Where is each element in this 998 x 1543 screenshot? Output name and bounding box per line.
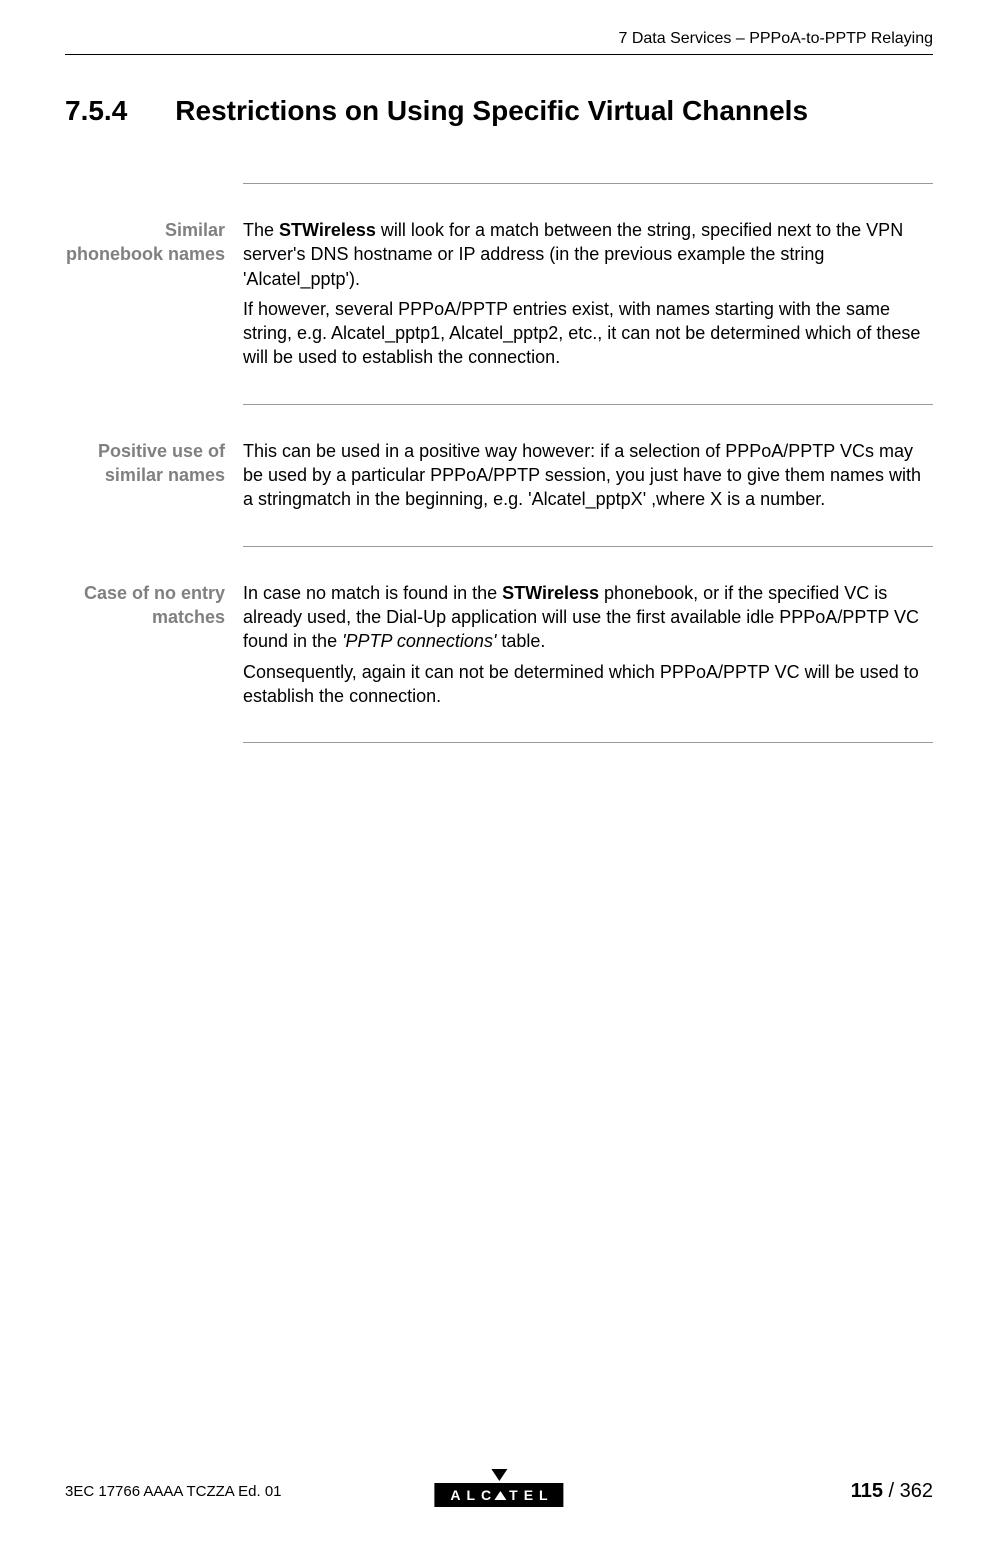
text-run: 'PPTP connections' xyxy=(342,631,496,651)
page-footer: 3EC 17766 AAAA TCZZA Ed. 01 ALC TEL 115 /… xyxy=(65,1480,933,1503)
text-run: STWireless xyxy=(502,583,599,603)
section-rule xyxy=(243,546,933,547)
section-rule xyxy=(243,183,933,184)
block-body: In case no match is found in the STWirel… xyxy=(243,581,933,708)
text-run: The xyxy=(243,220,279,240)
section-title: Restrictions on Using Specific Virtual C… xyxy=(175,95,808,127)
page-sep: / xyxy=(883,1480,900,1502)
paragraph: Consequently, again it can not be determ… xyxy=(243,660,933,709)
content-area: Similar phonebook namesThe STWireless wi… xyxy=(243,183,933,743)
section-rule xyxy=(243,742,933,743)
text-run: Consequently, again it can not be determ… xyxy=(243,662,919,706)
triangle-down-icon xyxy=(491,1469,507,1481)
brand-logo: ALC TEL xyxy=(434,1469,563,1507)
section-number: 7.5.4 xyxy=(65,95,127,127)
section-rule xyxy=(243,404,933,405)
brand-logo-text-left: ALC xyxy=(450,1487,497,1503)
footer-doc-id: 3EC 17766 AAAA TCZZA Ed. 01 xyxy=(65,1483,282,1500)
page-number: 115 / 362 xyxy=(851,1480,933,1503)
text-run: If however, several PPPoA/PPTP entries e… xyxy=(243,299,920,368)
text-run: In case no match is found in the xyxy=(243,583,502,603)
block-label: Positive use of similar names xyxy=(65,439,243,512)
paragraph: In case no match is found in the STWirel… xyxy=(243,581,933,654)
block-body: This can be used in a positive way howev… xyxy=(243,439,933,512)
text-run: table. xyxy=(496,631,545,651)
block-body: The STWireless will look for a match bet… xyxy=(243,218,933,370)
header-rule xyxy=(65,54,933,55)
section-heading: 7.5.4 Restrictions on Using Specific Vir… xyxy=(65,95,933,127)
running-header: 7 Data Services – PPPoA-to-PPTP Relaying xyxy=(65,30,933,48)
brand-logo-text-right: TEL xyxy=(509,1487,553,1503)
block-label: Case of no entry matches xyxy=(65,581,243,708)
brand-logo-bar: ALC TEL xyxy=(434,1483,563,1507)
paragraph: This can be used in a positive way howev… xyxy=(243,439,933,512)
triangle-up-icon xyxy=(494,1491,506,1500)
paragraph: If however, several PPPoA/PPTP entries e… xyxy=(243,297,933,370)
paragraph: The STWireless will look for a match bet… xyxy=(243,218,933,291)
content-block: Positive use of similar namesThis can be… xyxy=(243,439,933,512)
content-block: Case of no entry matchesIn case no match… xyxy=(243,581,933,708)
page-total: 362 xyxy=(900,1480,933,1502)
block-label: Similar phonebook names xyxy=(65,218,243,370)
content-block: Similar phonebook namesThe STWireless wi… xyxy=(243,218,933,370)
text-run: STWireless xyxy=(279,220,376,240)
page-current: 115 xyxy=(851,1480,883,1502)
text-run: This can be used in a positive way howev… xyxy=(243,441,921,510)
page: 7 Data Services – PPPoA-to-PPTP Relaying… xyxy=(0,0,998,1543)
